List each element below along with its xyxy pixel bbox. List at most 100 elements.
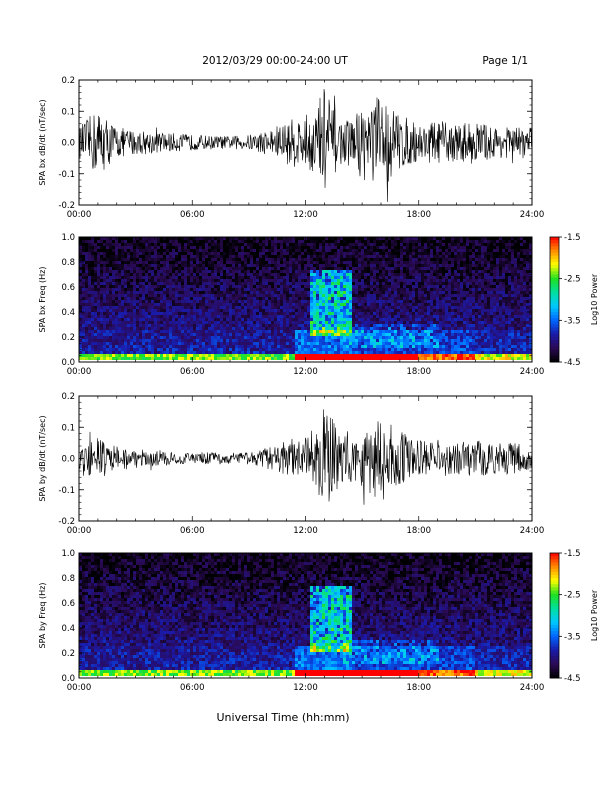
spectrogram-cell (265, 258, 268, 261)
spectrogram-cell (232, 240, 235, 243)
spectrogram-cell (235, 333, 238, 336)
spectrogram-cell (169, 285, 172, 288)
spectrogram-cell (361, 339, 364, 342)
spectrogram-cell (325, 288, 328, 291)
spectrogram-cell (184, 321, 187, 324)
spectrogram-cell (88, 267, 91, 270)
spectrogram-cell (256, 345, 259, 348)
spectrogram-cell (373, 273, 376, 276)
spectrogram-cell (109, 315, 112, 318)
spectrogram-cell (160, 243, 163, 246)
spectrogram-cell (352, 288, 355, 291)
spectrogram-cell (265, 237, 268, 240)
spectrogram-cell (196, 261, 199, 264)
spectrogram-cell (193, 315, 196, 318)
spectrogram-cell (79, 282, 82, 285)
spectrogram-cell (235, 270, 238, 273)
spectrogram-cell (139, 345, 142, 348)
spectrogram-cell (97, 258, 100, 261)
spectrogram-cell (109, 354, 112, 357)
spectrogram-cell (232, 348, 235, 351)
spectrogram-cell (289, 309, 292, 312)
spectrogram-cell (349, 339, 352, 342)
spectrogram-cell (196, 291, 199, 294)
spectrogram-cell (415, 240, 418, 243)
spectrogram-cell (265, 252, 268, 255)
spectrogram-cell (274, 315, 277, 318)
spectrogram-cell (418, 330, 421, 333)
spectrogram-cell (403, 294, 406, 297)
spectrogram-cell (343, 312, 346, 315)
spectrogram-cell (112, 342, 115, 345)
spectrogram-cell (430, 342, 433, 345)
spectrogram-cell (196, 288, 199, 291)
spectrogram-cell (346, 246, 349, 249)
spectrogram-cell (379, 351, 382, 354)
spectrogram-cell (400, 327, 403, 330)
spectrogram-cell (130, 327, 133, 330)
spectrogram-cell (109, 267, 112, 270)
spectrogram-cell (253, 318, 256, 321)
spectrogram-cell (277, 297, 280, 300)
spectrogram-cell (196, 348, 199, 351)
spectrogram-cell (331, 237, 334, 240)
spectrogram-cell (148, 267, 151, 270)
spectrogram-cell (277, 261, 280, 264)
spectrogram-cell (226, 318, 229, 321)
spectrogram-cell (367, 282, 370, 285)
spectrogram-cell (391, 339, 394, 342)
spectrogram-cell (172, 282, 175, 285)
spectrogram-cell (175, 312, 178, 315)
spectrogram-cell (247, 333, 250, 336)
spectrogram-cell (145, 297, 148, 300)
spectrogram-cell (178, 282, 181, 285)
spectrogram-cell (265, 312, 268, 315)
spectrogram-cell (364, 318, 367, 321)
spectrogram-cell (88, 306, 91, 309)
spectrogram-cell (307, 354, 310, 357)
spectrogram-cell (283, 303, 286, 306)
spectrogram-cell (199, 237, 202, 240)
spectrogram-cell (112, 258, 115, 261)
spectrogram-cell (109, 240, 112, 243)
spectrogram-cell (328, 294, 331, 297)
spectrogram-cell (325, 351, 328, 354)
spectrogram-cell (343, 282, 346, 285)
spectrogram-cell (133, 261, 136, 264)
spectrogram-cell (142, 321, 145, 324)
spectrogram-cell (247, 270, 250, 273)
spectrogram-cell (223, 348, 226, 351)
spectrogram-cell (226, 237, 229, 240)
spectrogram-cell (322, 297, 325, 300)
spectrogram-cell (319, 240, 322, 243)
spectrogram-cell (190, 237, 193, 240)
spectrogram-cell (220, 345, 223, 348)
spectrogram-cell (106, 276, 109, 279)
spectrogram-cell (82, 249, 85, 252)
spectrogram-cell (91, 273, 94, 276)
spectrogram-cell (193, 240, 196, 243)
spectrogram-cell (283, 240, 286, 243)
spectrogram-cell (244, 339, 247, 342)
spectrogram-cell (385, 345, 388, 348)
spectrogram-cell (343, 294, 346, 297)
spectrogram-cell (160, 249, 163, 252)
spectrogram-cell (343, 255, 346, 258)
spectrogram-cell (250, 309, 253, 312)
spectrogram-cell (274, 261, 277, 264)
spectrogram-cell (109, 321, 112, 324)
spectrogram-cell (304, 315, 307, 318)
spectrogram-cell (367, 288, 370, 291)
spectrogram-cell (256, 279, 259, 282)
spectrogram-cell (214, 345, 217, 348)
spectrogram-cell (217, 339, 220, 342)
spectrogram-cell (349, 333, 352, 336)
spectrogram-cell (403, 276, 406, 279)
spectrogram-cell (427, 300, 430, 303)
spectrogram-cell (157, 273, 160, 276)
spectrogram-cell (190, 318, 193, 321)
spectrogram-cell (268, 339, 271, 342)
spectrogram-cell (205, 318, 208, 321)
spectrogram-cell (91, 276, 94, 279)
spectrogram-cell (151, 249, 154, 252)
